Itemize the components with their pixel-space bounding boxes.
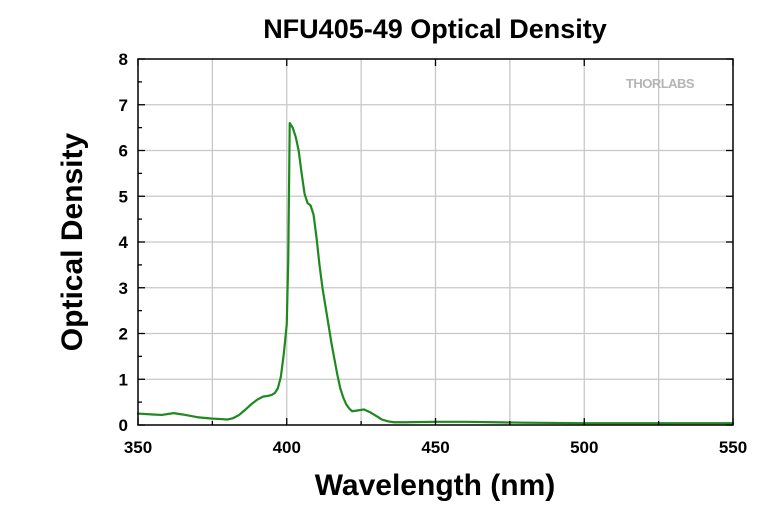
grid-lines: [138, 59, 733, 425]
y-tick-label: 0: [119, 416, 128, 435]
x-axis-label: Wavelength (nm): [315, 469, 556, 502]
x-tick-labels: 350 400 450 500 550: [124, 438, 747, 457]
thorlabs-watermark: THORLABS: [626, 76, 695, 91]
x-tick-label: 450: [421, 438, 449, 457]
y-tick-label: 4: [119, 233, 129, 252]
x-tick-label: 550: [719, 438, 747, 457]
axis-ticks: [137, 58, 734, 426]
y-tick-labels: 0 1 2 3 4 5 6 7 8: [119, 50, 129, 435]
y-axis-label: Optical Density: [56, 132, 89, 351]
chart-title: NFU405-49 Optical Density: [263, 14, 607, 44]
y-tick-label: 5: [119, 187, 128, 206]
y-tick-label: 3: [119, 279, 128, 298]
y-tick-label: 1: [119, 370, 128, 389]
y-tick-label: 7: [119, 96, 128, 115]
x-tick-label: 350: [124, 438, 152, 457]
x-tick-label: 500: [570, 438, 598, 457]
y-tick-label: 8: [119, 50, 128, 69]
x-tick-label: 400: [273, 438, 301, 457]
y-tick-label: 6: [119, 142, 128, 161]
y-tick-label: 2: [119, 325, 128, 344]
series-layer: [136, 121, 735, 425]
optical-density-line: [136, 121, 735, 425]
